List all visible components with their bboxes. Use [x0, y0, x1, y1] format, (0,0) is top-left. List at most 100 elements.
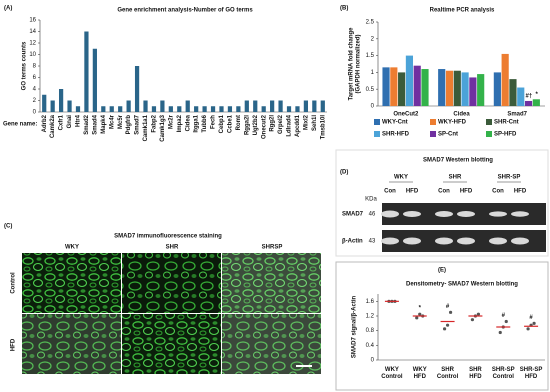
group-label: SHR-SP: [498, 175, 521, 181]
x-tick-label: Apcdd1: [295, 114, 301, 137]
x-tick-label: Mc2r: [168, 114, 174, 129]
bar: [524, 100, 533, 106]
micrograph: [222, 314, 321, 374]
bar: [509, 79, 517, 106]
bar: [405, 55, 414, 106]
significance-label: #: [529, 315, 533, 321]
bar: [469, 77, 477, 106]
bar: [126, 100, 131, 112]
y-tick-label: 0.5: [366, 87, 375, 93]
x-tick-label: Fabp2: [152, 114, 158, 132]
data-point: [476, 312, 481, 316]
group-label: SHR: [449, 175, 462, 181]
bar: [312, 100, 317, 112]
micrograph: [122, 314, 221, 374]
micrograph: [222, 253, 321, 313]
x-tick-label: Ccbe1: [228, 114, 234, 133]
micrograph: [22, 253, 121, 313]
x-tick-label: Camk1a1: [143, 114, 149, 141]
lane-label: Con: [438, 189, 450, 195]
y-tick-label: 12: [29, 41, 36, 47]
lane-label: HFD: [514, 189, 527, 195]
data-point: [442, 327, 447, 331]
y-tick-label: 14: [29, 29, 36, 35]
chart-title: Realtime PCR analysis: [430, 8, 495, 14]
x-tick-label: Pdgfrb: [126, 115, 132, 135]
bar: [168, 106, 173, 112]
y-tick-label: 0.4: [366, 343, 375, 349]
bar: [295, 106, 300, 112]
x-tick-label: Rgga2l: [244, 115, 250, 135]
legend-label: SHR-HFD: [382, 132, 410, 138]
y-tick-label: 8: [33, 64, 37, 70]
bar: [185, 100, 190, 112]
x-tick-label: Smad4: [92, 114, 98, 134]
column-label: WKY: [65, 245, 79, 251]
x-tick-label: Htr4: [76, 114, 82, 127]
x-tick-label: SHR Control: [437, 367, 459, 380]
panel-frame: [335, 149, 549, 257]
bar: [134, 66, 140, 112]
x-tick-label: Grpel2: [278, 114, 284, 134]
lane-label: Con: [384, 189, 396, 195]
bar: [286, 106, 292, 112]
x-tick-label: Cidea: [453, 112, 470, 118]
blots: [381, 203, 546, 252]
x-axis-label: Gene name:: [3, 122, 37, 128]
y-tick-label: 0: [33, 110, 37, 116]
x-tick-label: Impa2: [177, 114, 183, 132]
y-tick-label: 1.2: [366, 314, 375, 320]
micrograph: [22, 314, 121, 374]
bar: [253, 100, 258, 112]
x-tick-label: Cxfr1: [59, 114, 65, 130]
data-point: [504, 319, 508, 324]
x-tick-label: WKY HFD: [413, 367, 427, 380]
bar: [202, 106, 207, 112]
bar: [67, 100, 72, 112]
bar: [445, 70, 454, 106]
data-point: [418, 312, 422, 316]
legend-swatch: [374, 131, 380, 137]
y-tick-label: 1.6: [366, 299, 375, 305]
x-tick-label: Onecut2: [261, 114, 267, 139]
legend-swatch: [486, 119, 492, 125]
y-axis-label: SMAD7 signal/β-Actin: [352, 296, 358, 359]
legend-label: SP-HFD: [494, 132, 517, 138]
x-tick-label: Cebp1: [219, 114, 225, 133]
legend-swatch: [430, 131, 436, 137]
bar: [143, 100, 148, 112]
panel-label: (B): [340, 6, 348, 12]
legend-label: SP-Cnt: [438, 132, 458, 138]
panel-title: SMAD7 immunofluorescence staining: [114, 234, 222, 240]
bar: [210, 106, 216, 112]
panel-label: (D): [340, 170, 348, 176]
y-tick-label: 2: [33, 98, 37, 104]
y-tick-label: 0.8: [366, 328, 375, 334]
x-tick-label: Romt: [236, 115, 242, 130]
panel-label: (E): [438, 268, 446, 274]
kda-label: KDa: [365, 197, 377, 203]
panel-title: SMAD7 Western blotting: [423, 158, 493, 164]
x-tick-label: SHR-SP Control: [492, 367, 515, 380]
x-tick-label: Rgg2l: [270, 115, 276, 132]
x-tick-label: Seh1l: [312, 115, 318, 131]
significance-label: *: [535, 92, 538, 98]
bar: [101, 106, 106, 112]
legend-label: WKY-HFD: [438, 120, 467, 126]
y-tick-label: 6: [33, 75, 37, 81]
x-tick-label: Tmsb10l: [320, 115, 326, 140]
bar: [303, 100, 309, 112]
bar: [160, 100, 165, 112]
x-tick-label: Camk1g3: [160, 114, 166, 141]
y-tick-label: 4: [33, 87, 37, 93]
bar: [517, 87, 525, 106]
micrograph: [122, 253, 221, 313]
chart-title: Gene enrichment analysis-Number of GO te…: [117, 8, 253, 14]
bar: [413, 65, 421, 106]
group-label: WKY: [394, 175, 408, 181]
x-tick-label: Smad2: [84, 114, 90, 134]
bar: [382, 67, 390, 106]
data-point: [532, 321, 536, 325]
x-tick-label: Ldlrad4: [287, 114, 293, 136]
